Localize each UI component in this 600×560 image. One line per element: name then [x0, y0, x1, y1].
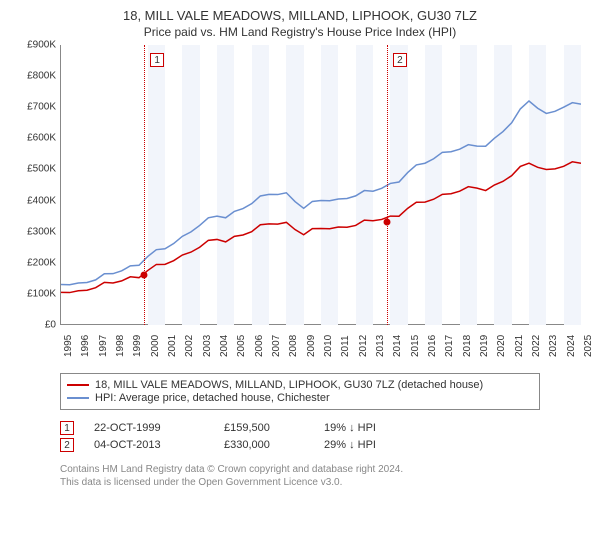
x-tick-label: 2021 [514, 335, 525, 357]
plot-svg [61, 45, 581, 325]
x-tick-label: 2022 [531, 335, 542, 357]
transaction-date: 22-OCT-1999 [94, 422, 224, 434]
series-line-price_paid [61, 162, 581, 293]
x-tick-label: 2019 [479, 335, 490, 357]
x-tick-label: 2017 [444, 335, 455, 357]
y-tick-label: £200K [27, 257, 56, 268]
legend-row: HPI: Average price, detached house, Chic… [67, 392, 533, 404]
footer-line2: This data is licensed under the Open Gov… [60, 476, 540, 489]
x-tick-label: 2024 [566, 335, 577, 357]
transaction-marker: 1 [60, 421, 74, 435]
chart-title: 18, MILL VALE MEADOWS, MILLAND, LIPHOOK,… [12, 8, 588, 23]
x-tick-label: 2015 [410, 335, 421, 357]
marker-vline [387, 45, 388, 325]
y-tick-label: £400K [27, 195, 56, 206]
y-tick-label: £500K [27, 164, 56, 175]
x-tick-label: 2016 [427, 335, 438, 357]
x-tick-label: 2000 [150, 335, 161, 357]
transaction-hpi-diff: 29% ↓ HPI [324, 439, 434, 451]
plot-region: 12 [60, 45, 580, 325]
legend-swatch [67, 384, 89, 386]
marker-point [383, 219, 390, 226]
x-tick-label: 2001 [167, 335, 178, 357]
x-tick-label: 2025 [583, 335, 594, 357]
x-tick-label: 1998 [115, 335, 126, 357]
transaction-table: 1 22-OCT-1999£159,50019% ↓ HPI 2 04-OCT-201… [60, 418, 540, 455]
footer: Contains HM Land Registry data © Crown c… [60, 463, 540, 489]
transaction-price: £159,500 [224, 422, 324, 434]
x-tick-label: 2002 [184, 335, 195, 357]
legend-row: 18, MILL VALE MEADOWS, MILLAND, LIPHOOK,… [67, 379, 533, 391]
marker-vline [144, 45, 145, 325]
x-tick-label: 2006 [254, 335, 265, 357]
x-tick-label: 2020 [496, 335, 507, 357]
x-tick-label: 2023 [548, 335, 559, 357]
legend: 18, MILL VALE MEADOWS, MILLAND, LIPHOOK,… [60, 373, 540, 410]
y-tick-label: £800K [27, 71, 56, 82]
x-tick-label: 2010 [323, 335, 334, 357]
footer-line1: Contains HM Land Registry data © Crown c… [60, 463, 540, 476]
x-tick-label: 2013 [375, 335, 386, 357]
transaction-row: 2 04-OCT-2013£330,00029% ↓ HPI [60, 438, 540, 452]
y-tick-label: £900K [27, 40, 56, 51]
y-tick-label: £0 [45, 320, 56, 331]
x-tick-label: 2008 [288, 335, 299, 357]
x-tick-label: 2018 [462, 335, 473, 357]
y-tick-label: £600K [27, 133, 56, 144]
x-tick-label: 2014 [392, 335, 403, 357]
chart-container: 18, MILL VALE MEADOWS, MILLAND, LIPHOOK,… [0, 0, 600, 560]
marker-point [141, 272, 148, 279]
marker-box: 2 [393, 53, 407, 67]
legend-label: HPI: Average price, detached house, Chic… [95, 392, 330, 404]
marker-box: 1 [150, 53, 164, 67]
transaction-marker: 2 [60, 438, 74, 452]
x-tick-label: 2004 [219, 335, 230, 357]
y-tick-label: £700K [27, 102, 56, 113]
x-tick-label: 2012 [358, 335, 369, 357]
transaction-price: £330,000 [224, 439, 324, 451]
y-tick-label: £100K [27, 288, 56, 299]
y-tick-label: £300K [27, 226, 56, 237]
x-tick-label: 1999 [132, 335, 143, 357]
x-tick-label: 2007 [271, 335, 282, 357]
y-axis: £0£100K£200K£300K£400K£500K£600K£700K£80… [12, 45, 58, 325]
transaction-date: 04-OCT-2013 [94, 439, 224, 451]
transaction-hpi-diff: 19% ↓ HPI [324, 422, 434, 434]
legend-label: 18, MILL VALE MEADOWS, MILLAND, LIPHOOK,… [95, 379, 483, 391]
series-line-hpi [61, 101, 581, 285]
x-tick-label: 1995 [63, 335, 74, 357]
x-tick-label: 2009 [306, 335, 317, 357]
transaction-row: 1 22-OCT-1999£159,50019% ↓ HPI [60, 421, 540, 435]
legend-swatch [67, 397, 89, 399]
chart-area: £0 £100K £200K £300K £400K £500K £600K £700K £80… [12, 45, 588, 365]
x-tick-label: 1996 [80, 335, 91, 357]
x-axis: 1995 1996 1997 1998 1999 2000 2001 2002 2003 2004… [60, 327, 580, 365]
x-tick-label: 2005 [236, 335, 247, 357]
x-tick-label: 2011 [340, 335, 351, 357]
x-tick-label: 2003 [202, 335, 213, 357]
x-tick-label: 1997 [98, 335, 109, 357]
chart-subtitle: Price paid vs. HM Land Registry's House … [12, 25, 588, 39]
